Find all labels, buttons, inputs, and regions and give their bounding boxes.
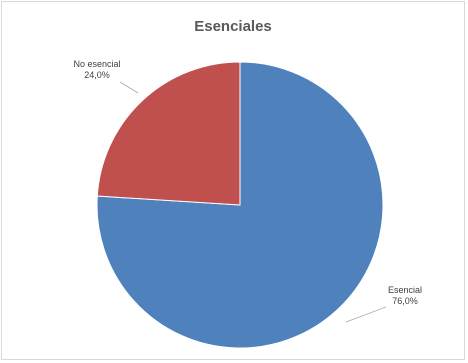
slice-value-no-esencial: 24,0% [84, 70, 110, 80]
chart-title: Esenciales [194, 18, 272, 35]
slice-label-esencial: Esencial [388, 285, 422, 295]
slice-label-no-esencial: No esencial [73, 59, 120, 69]
pie-slice-no-esencial [96, 61, 241, 206]
slice-value-esencial: 76,0% [392, 296, 418, 306]
pie-slice-esencial [96, 61, 384, 349]
leader-line-esencial [345, 306, 387, 323]
leader-line-no-esencial [119, 81, 139, 94]
